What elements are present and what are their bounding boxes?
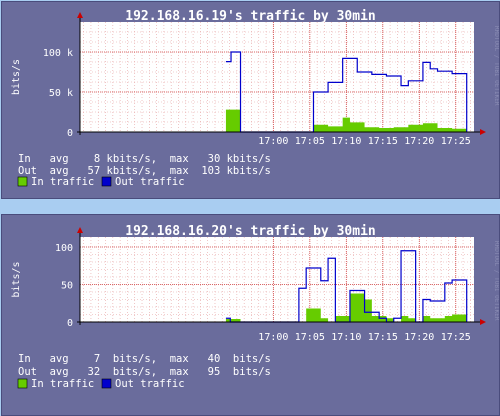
legend-swatch <box>101 176 112 187</box>
y-tick-label: 50 k <box>49 88 73 99</box>
x-tick-label: 17:25 <box>441 136 471 147</box>
x-tick-label: 17:20 <box>404 332 434 343</box>
y-tick-label: 0 <box>67 318 73 329</box>
y-axis-arrow-icon <box>77 12 83 18</box>
y-tick-label: 100 k <box>43 48 73 59</box>
y-axis-label: bits/s <box>11 261 22 297</box>
stats-line: Out avg 32 bits/s, max 95 bits/s <box>18 366 271 378</box>
y-axis-label: bits/s <box>11 59 22 95</box>
x-tick-label: 17:15 <box>368 332 398 343</box>
legend-swatch <box>101 378 112 389</box>
legend-label: In traffic <box>31 176 94 188</box>
y-tick-label: 50 <box>61 281 73 292</box>
x-tick-label: 17:15 <box>368 136 398 147</box>
series-area-in-traffic <box>225 109 467 132</box>
traffic-chart-1: 192.168.16.19's traffic by 30min RRDTOOL … <box>11 9 499 188</box>
legend-label: Out traffic <box>115 378 185 390</box>
stats-line: In avg 8 kbits/s, max 30 kbits/s <box>18 153 271 165</box>
x-tick-label: 17:05 <box>295 332 325 343</box>
stats-line: In avg 7 bits/s, max 40 bits/s <box>18 353 271 365</box>
plot-area <box>80 237 474 322</box>
y-axis-arrow-icon <box>77 227 83 233</box>
x-tick-label: 17:00 <box>258 332 288 343</box>
legend-label: Out traffic <box>115 176 185 188</box>
traffic-graph-1: 192.168.16.19's traffic by 30min RRDTOOL … <box>1 1 500 199</box>
x-tick-label: 17:05 <box>295 136 325 147</box>
legend-swatch <box>17 378 28 389</box>
traffic-graph-2: 192.168.16.20's traffic by 30min RRDTOOL … <box>1 214 500 416</box>
y-tick-label: 100 <box>55 243 73 254</box>
plot-area <box>80 22 474 132</box>
x-tick-label: 17:10 <box>331 136 361 147</box>
side-label: RRDTOOL / TOBI OETIKER <box>493 241 499 321</box>
chart-title: 192.168.16.19's traffic by 30min <box>125 9 375 24</box>
legend-label: In traffic <box>31 378 94 390</box>
x-axis-arrow-icon <box>480 129 486 135</box>
chart-title: 192.168.16.20's traffic by 30min <box>125 224 375 239</box>
traffic-chart-2: 192.168.16.20's traffic by 30min RRDTOOL … <box>11 224 499 390</box>
x-tick-label: 17:20 <box>404 136 434 147</box>
x-tick-label: 17:00 <box>258 136 288 147</box>
series-area-in-traffic <box>225 293 467 322</box>
side-label: RRDTOOL / TOBI OETIKER <box>493 26 499 106</box>
x-tick-label: 17:25 <box>441 332 471 343</box>
legend-swatch <box>17 176 28 187</box>
x-axis-arrow-icon <box>480 319 486 325</box>
y-tick-label: 0 <box>67 128 73 139</box>
series-line-out-traffic <box>225 250 468 323</box>
stats-line: Out avg 57 kbits/s, max 103 kbits/s <box>18 165 271 177</box>
x-tick-label: 17:10 <box>331 332 361 343</box>
